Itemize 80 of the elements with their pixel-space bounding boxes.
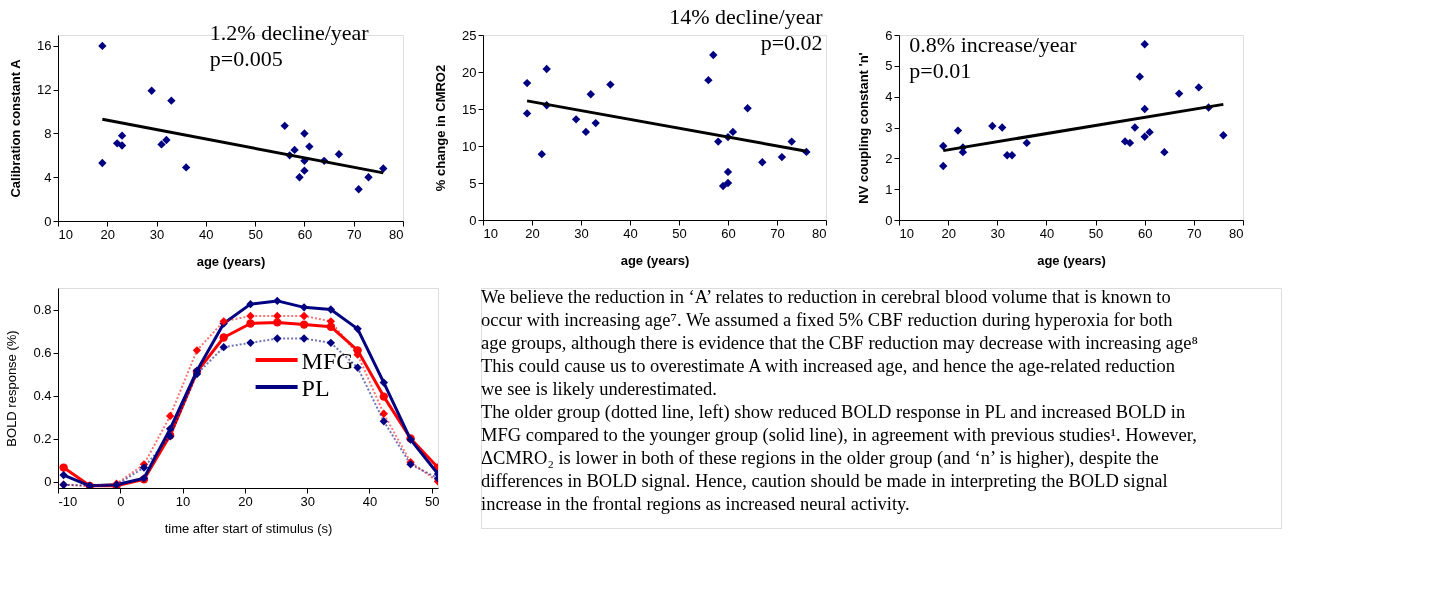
x-tick-label: 10 [899,225,914,241]
x-tick-label: 30 [300,493,315,509]
y-tick-label: 15 [462,101,477,117]
x-tick-label: 20 [100,226,116,242]
text: increase in the frontal regions as increased neural activity. [481,494,910,514]
y-tick-label: 5 [885,58,893,74]
y-tick-label: 0 [469,212,477,228]
x-tick-label: 80 [389,226,404,242]
y-tick-label: 1 [885,181,893,197]
x-tick-label: 20 [941,225,956,241]
x-tick-label: 20 [238,493,253,509]
y-tick-label: 0 [885,212,893,228]
x-tick-label: 70 [770,225,785,241]
x-tick-label: 0 [117,493,125,509]
x-tick-label: 40 [623,225,638,241]
y-tick-label: 0.6 [33,345,52,361]
y-axis-title: % change in CMRO2 [433,64,449,192]
text: we see is likely underestimated. [481,379,717,399]
text: MFG compared to the younger group (solid line), in agreement with previous studies¹. However, [481,425,1197,446]
x-axis-title: time after start of stimulus (s) [164,520,333,536]
y-tick-label: 6 [885,27,893,43]
y-axis-title: NV coupling constant 'n' [856,52,872,204]
x-tick-label: 40 [1039,225,1055,241]
x-tick-label: 40 [362,493,378,509]
x-tick-label: 20 [525,225,540,241]
x-tick-label: 30 [990,225,1006,241]
x-tick-label: 80 [812,225,827,241]
x-axis-title: age (years) [620,252,690,268]
x-tick-label: 30 [149,226,165,242]
y-tick-label: 4 [44,169,52,185]
y-tick-label: 2 [885,150,893,166]
x-tick-label: 50 [1088,225,1104,241]
y-tick-label: 10 [462,138,477,154]
x-tick-label: 80 [1229,225,1244,241]
x-tick-label: 50 [248,226,263,242]
y-tick-label: 0.2 [33,431,52,447]
annotation: p=0.005 [209,46,283,71]
x-tick-label: 10 [175,493,191,509]
text: We believe the reduction in ‘A’ relates to reduction in cerebral blood volume that is known to [481,287,1171,307]
legend-label: PL [301,375,330,401]
x-tick-label: 60 [297,226,313,242]
text: This could cause us to overestimate A with increased age, and hence the age-related reduction [481,356,1175,376]
x-tick-label: -10 [58,493,78,509]
y-tick-label: 8 [44,125,52,141]
x-tick-label: 70 [1187,225,1202,241]
y-tick-label: 0.4 [33,388,52,404]
x-tick-label: 40 [199,226,214,242]
x-tick-label: 50 [672,225,687,241]
y-tick-label: 0 [44,474,52,490]
x-axis-title: age (years) [1037,252,1106,268]
y-tick-label: 3 [885,120,893,135]
y-tick-label: 4 [885,89,893,105]
y-tick-label: 20 [462,64,477,80]
y-tick-label: 5 [469,175,477,191]
text: ΔCMRO₂ is lower in both of these regions in the older group (and ‘n’ is higher), despite the [481,448,1159,469]
y-tick-label: 25 [462,27,477,43]
x-tick-label: 50 [425,493,440,509]
text: differences in BOLD signal. Hence, caution should be made in interpreting the BOLD signal [481,471,1168,491]
x-axis-title: age (years) [196,253,266,269]
y-tick-label: 16 [37,38,52,54]
y-axis-title: Calibration constant A [8,58,24,198]
annotation: 0.8% increase/year [909,32,1078,57]
annotation: p=0.02 [760,30,823,55]
x-tick-label: 10 [58,226,73,242]
x-tick-label: 60 [1137,225,1153,241]
text: 14% decline/year [669,4,824,29]
annotation: p=0.01 [909,58,972,83]
text: age groups, although there is evidence that the CBF reduction may decrease with increasing age⁸ [481,333,1198,353]
x-tick-label: 30 [574,225,589,241]
annotation: 1.2% decline/year [209,20,370,45]
y-tick-label: 0 [44,213,52,229]
y-tick-label: 0.8 [33,302,52,318]
text: occur with increasing age⁷. We assumed a fixed 5% CBF reduction during hyperoxia for both [481,310,1173,330]
x-tick-label: 10 [483,225,498,241]
x-tick-label: 60 [721,225,736,241]
x-tick-label: 70 [346,226,362,242]
y-tick-label: 12 [37,82,52,98]
y-axis-title: BOLD response (%) [4,330,20,447]
text: The older group (dotted line, left) show reduced BOLD response in PL and increased BOLD in [481,402,1186,423]
legend-label: MFG [301,348,354,374]
